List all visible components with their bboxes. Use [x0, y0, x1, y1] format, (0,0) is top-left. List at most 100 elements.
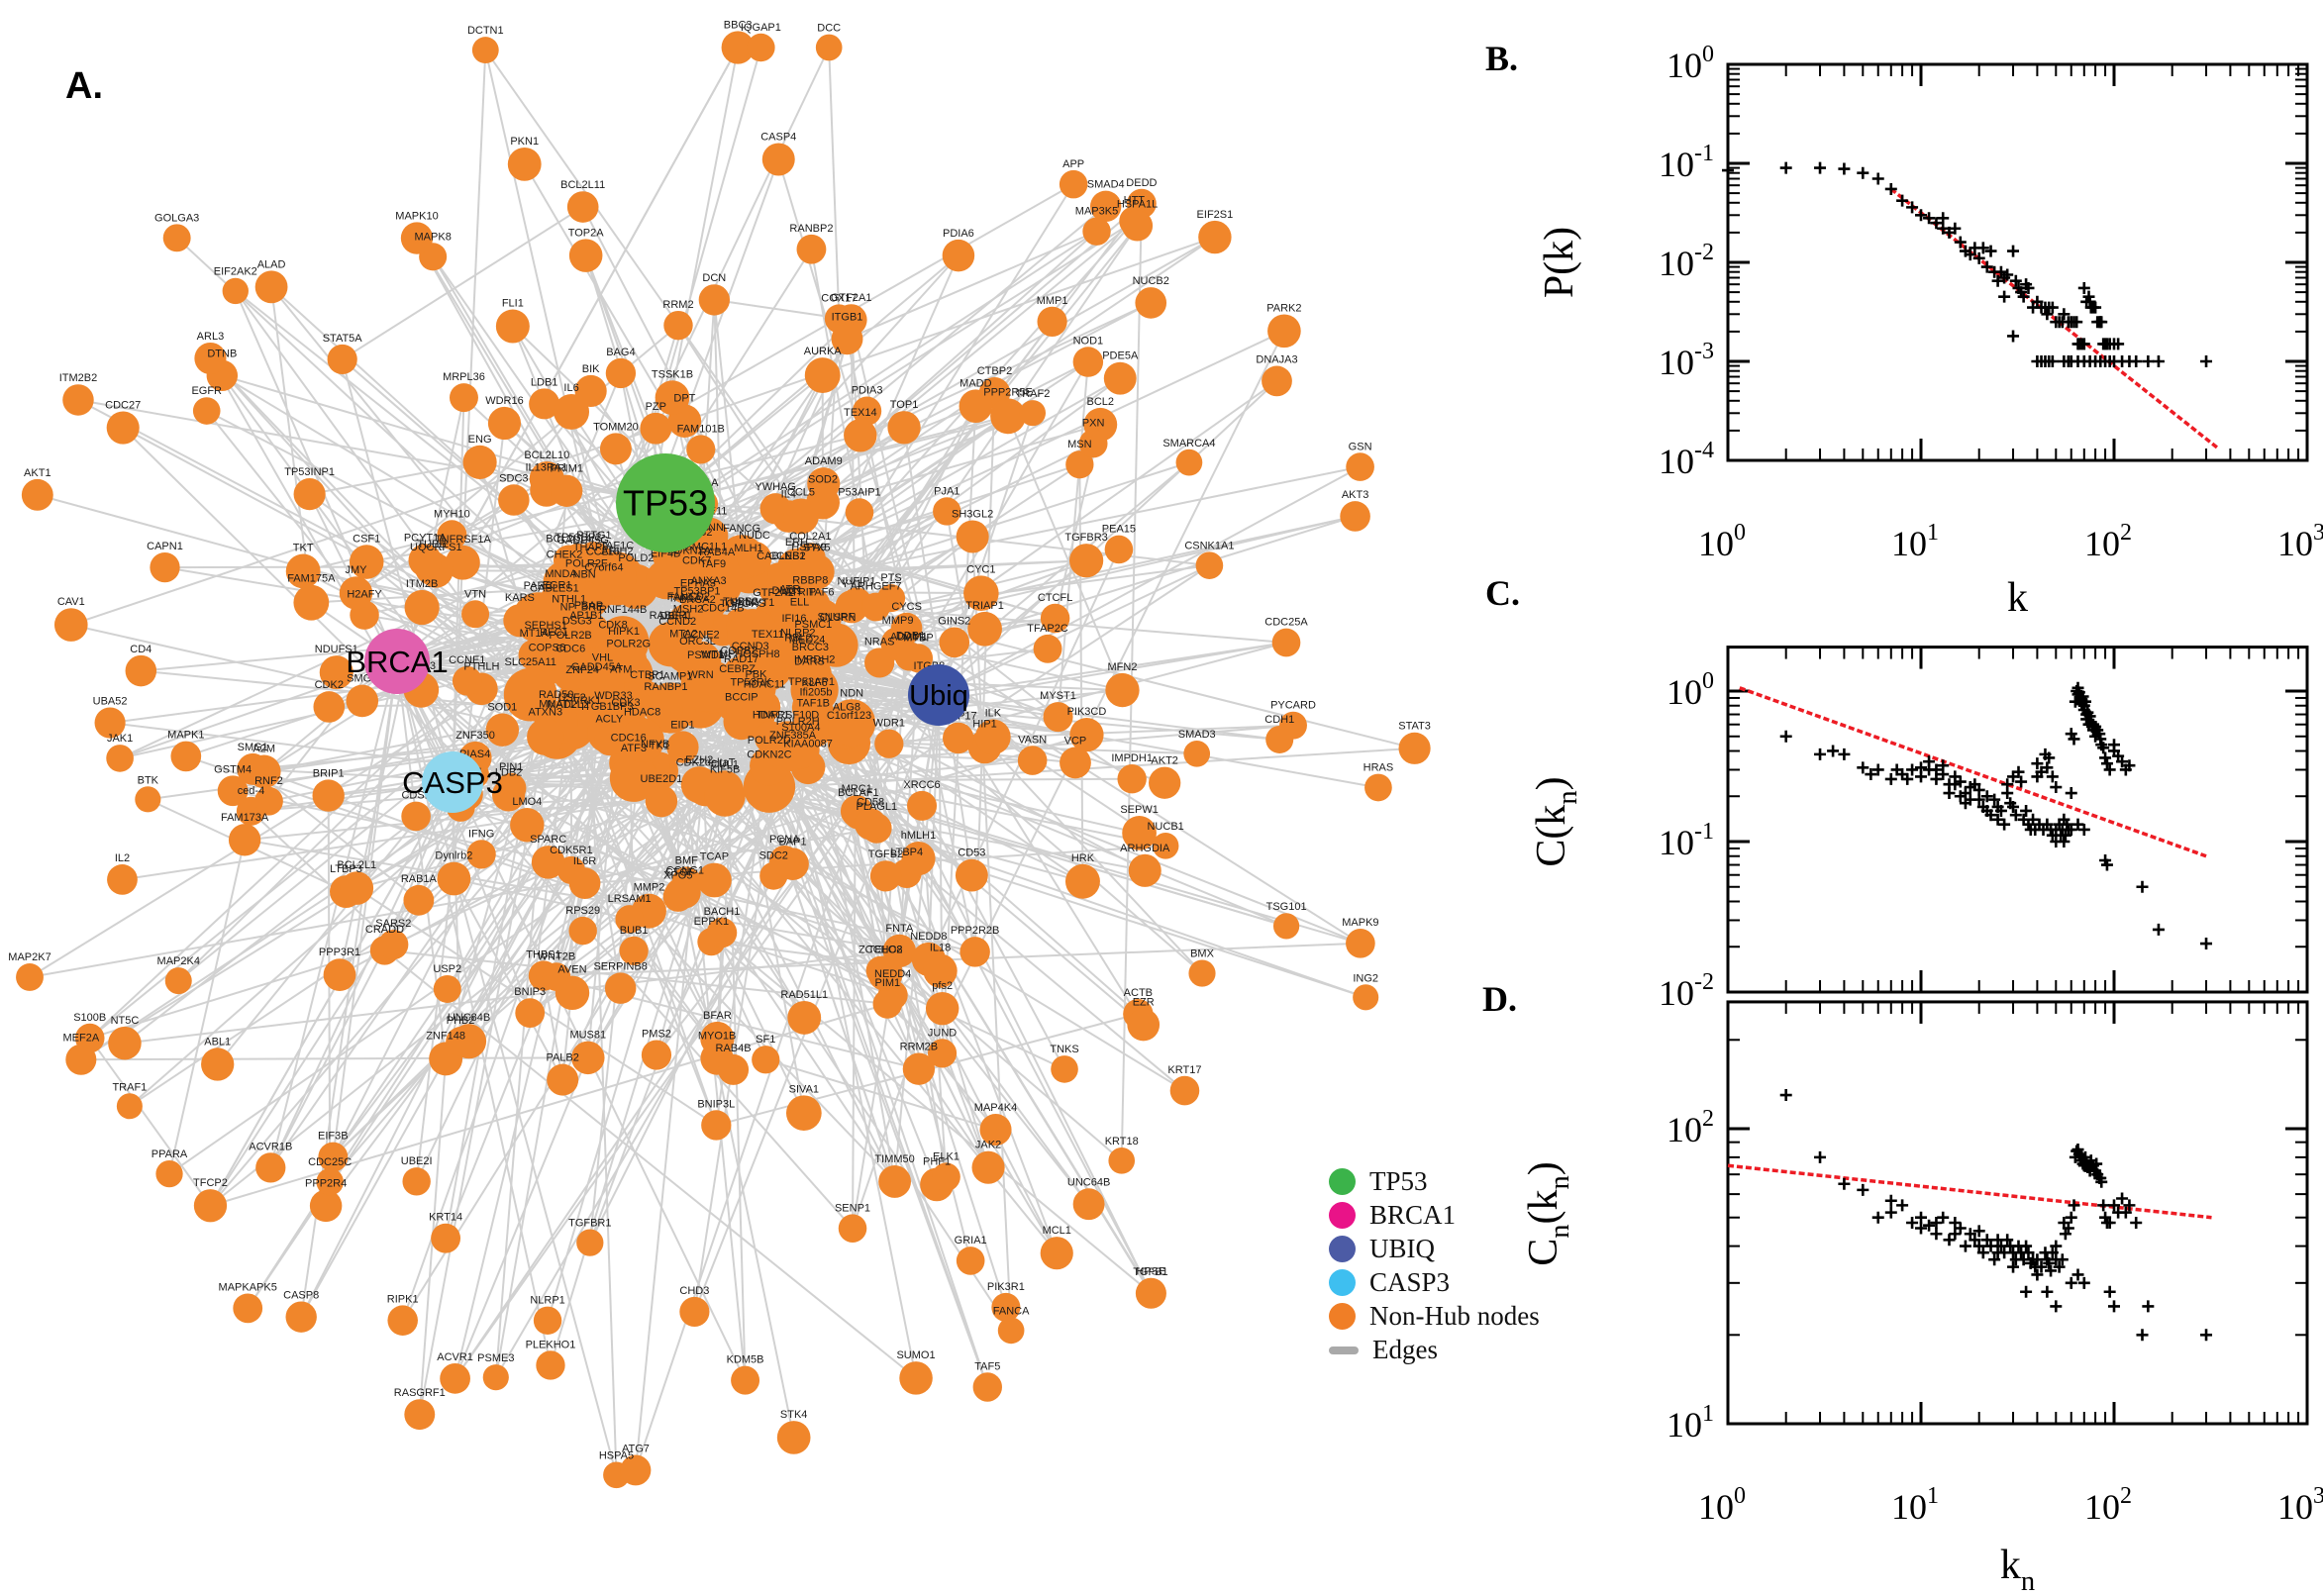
network-node: [533, 1306, 562, 1336]
network-node: [316, 1167, 344, 1196]
mantissa: 10: [1659, 145, 1694, 184]
network-node-label: POLR2B: [549, 630, 591, 642]
network-node-label: CABLES2: [757, 550, 806, 562]
network-node: [1069, 544, 1104, 578]
network-edge: [465, 793, 854, 1230]
data-point: [2200, 355, 2213, 367]
text-run: ): [1529, 776, 1574, 790]
network-node: [155, 1160, 183, 1188]
plot-frame: [1726, 62, 2309, 462]
network-node-label: TAF9: [700, 558, 726, 570]
network-node: [1127, 1008, 1161, 1042]
edge-swatch-icon: [1329, 1346, 1359, 1354]
network-node-label: SLC25A11: [504, 656, 556, 668]
exponent: -4: [1694, 438, 1714, 463]
network-node: [254, 270, 288, 304]
network-node-label: POLR2H: [776, 716, 820, 728]
network-node: [838, 1214, 867, 1243]
data-point: [2007, 245, 2020, 257]
network-node: [655, 380, 690, 416]
network-node: [855, 808, 887, 841]
network-node-label: ATR: [779, 583, 800, 595]
network-edge: [269, 781, 454, 1168]
network-node: [293, 584, 330, 621]
network-node: [471, 37, 499, 64]
data-point: [2136, 1329, 2149, 1342]
network-node-label: CDC16: [611, 732, 647, 744]
node-swatch-icon: [1329, 1269, 1356, 1296]
network-node: [162, 224, 191, 252]
network-node: [963, 575, 999, 611]
network-node: [762, 721, 813, 771]
exponent: 1: [1927, 1483, 1939, 1509]
network-node-label: RAD50: [539, 689, 573, 701]
network-node: [106, 745, 134, 772]
plot-frame: [1726, 1000, 2309, 1426]
network-edge: [543, 975, 564, 1080]
network-node: [318, 1142, 349, 1172]
network-node: [1340, 501, 1370, 532]
network-node-label: MTA2: [669, 629, 698, 641]
subscript: n: [1545, 1175, 1575, 1189]
network-node: [1040, 1237, 1073, 1270]
network-node: [979, 1113, 1012, 1147]
network-node: [94, 707, 126, 739]
network-node: [452, 665, 482, 696]
network-node: [605, 357, 637, 389]
network-node: [404, 589, 440, 626]
network-node: [942, 239, 975, 272]
data-point: [2142, 355, 2155, 367]
xtick-label: 103: [2277, 1483, 2323, 1527]
network-node-label: CABLES1: [530, 583, 579, 595]
network-node: [339, 576, 373, 610]
network-node: [972, 1372, 1002, 1402]
network-node: [679, 1296, 710, 1328]
network-node: [515, 998, 546, 1028]
x-axis-title: k: [2007, 575, 2028, 621]
legend-label: Non-Hub nodes: [1369, 1301, 1540, 1331]
network-node: [899, 1361, 933, 1395]
network-node: [645, 785, 678, 818]
network-edge: [684, 236, 1216, 423]
network-node: [503, 604, 537, 638]
node-labels-layer: POLR2B MNDA Ifi205b ZNF24 USF2 BCCIP WDR33 POLR…: [8, 19, 1431, 1461]
network-node: [228, 824, 261, 856]
network-edge: [577, 559, 1090, 1205]
network-node: [433, 974, 461, 1004]
network-node: [313, 691, 346, 723]
network-node: [933, 497, 961, 526]
network-node: [1198, 220, 1232, 254]
network-node: [776, 1421, 811, 1454]
data-point: [1896, 1199, 1909, 1212]
network-node: [237, 752, 269, 785]
data-point: [1943, 1234, 1956, 1247]
ytick-label: 10-1: [1659, 819, 1714, 862]
network-node: [576, 1229, 604, 1256]
panel-d-label: D.: [1482, 979, 1517, 1019]
network-node: [1195, 551, 1224, 579]
network-node: [861, 592, 891, 622]
network-node: [461, 600, 490, 629]
scatter-points: [1779, 1089, 2213, 1342]
network-node: [1169, 1075, 1200, 1106]
network-node: [135, 786, 161, 813]
network-node: [646, 559, 685, 600]
network-node: [21, 478, 53, 511]
network-node: [619, 936, 649, 965]
network-node: [319, 655, 354, 690]
network-node-label: WRN: [687, 669, 713, 681]
network-node: [759, 493, 791, 525]
ytick-label: 100: [1666, 668, 1714, 712]
network-node: [1117, 764, 1147, 794]
network-node: [201, 1047, 235, 1081]
network-node-label: DBF4: [659, 610, 687, 622]
legend-item-brca1: BRCA1: [1329, 1200, 1540, 1230]
network-edge: [88, 1037, 212, 1207]
network-node: [648, 622, 693, 667]
network-node-label: C7orf64: [584, 562, 623, 574]
network-edge: [634, 686, 714, 1471]
network-node: [794, 630, 833, 669]
mantissa: 10: [2084, 1487, 2120, 1527]
